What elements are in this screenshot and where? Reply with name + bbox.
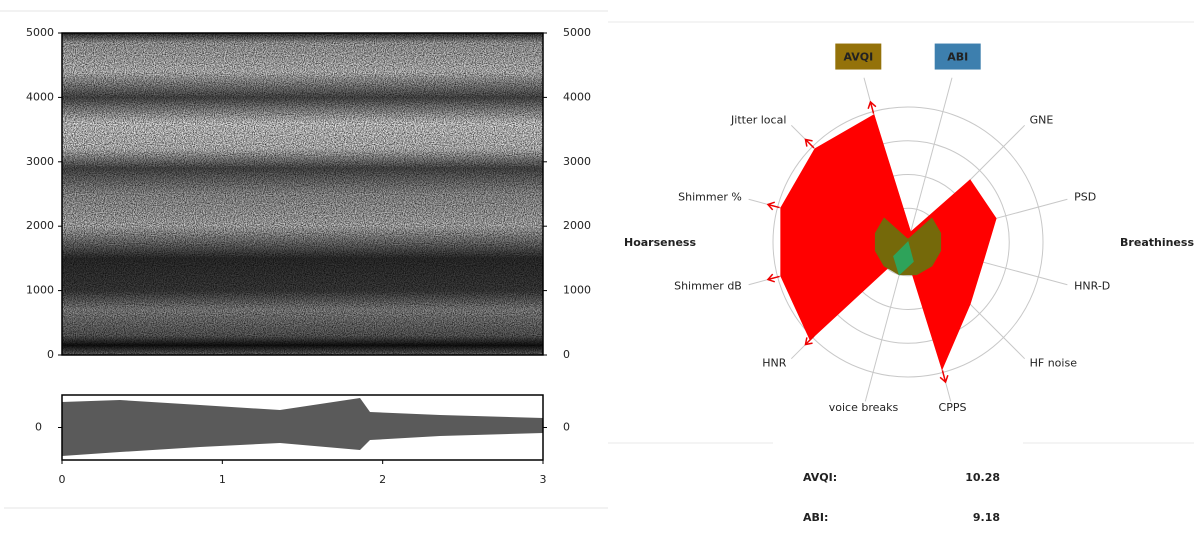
y-tick-label: 0 xyxy=(35,421,42,434)
y-tick-label: 0 xyxy=(47,348,54,361)
spectrogram xyxy=(61,32,544,356)
axis-label: HF noise xyxy=(1030,357,1078,370)
axis-label: voice breaks xyxy=(829,401,899,414)
y-tick-label: 2000 xyxy=(563,219,591,232)
spectrogram-noise xyxy=(62,33,543,355)
axis-label: PSD xyxy=(1074,190,1096,203)
group-title: Breathiness xyxy=(1120,236,1194,249)
grid-ring xyxy=(772,106,1044,378)
y-tick-label: 4000 xyxy=(563,90,591,103)
flag-arrowhead xyxy=(804,138,813,147)
spoke xyxy=(907,77,953,243)
axis-label: Shimmer % xyxy=(678,190,742,203)
y-tick-label: 5000 xyxy=(563,26,591,39)
group-title: Hoarseness xyxy=(624,236,696,249)
y-tick-label: 1000 xyxy=(26,284,54,297)
x-tick-label: 2 xyxy=(379,473,386,486)
x-tick-label: 3 xyxy=(540,473,547,486)
flag-arrowhead xyxy=(939,374,949,384)
radar-chart: ABI GNE PSD HNR-D HF noise CPPS voice breaks HN… xyxy=(624,43,1194,414)
y-tick-label: 4000 xyxy=(26,90,54,103)
axis-label: Shimmer dB xyxy=(674,280,742,293)
y-tick-label: 5000 xyxy=(26,26,54,39)
flag-arrow xyxy=(804,335,815,346)
badge xyxy=(934,43,981,70)
flag-arrowhead xyxy=(804,337,813,346)
axis-label: GNE xyxy=(1030,113,1054,126)
badge xyxy=(835,43,882,70)
y-tick-label: 0 xyxy=(563,421,570,434)
y-tick-label: 0 xyxy=(563,348,570,361)
scores: AVQI: 10.28 ABI: 9.18 xyxy=(803,471,1000,524)
x-tick-label: 1 xyxy=(219,473,226,486)
score-value: 9.18 xyxy=(973,511,1000,524)
y-tick-label: 3000 xyxy=(26,155,54,168)
flag-arrow xyxy=(941,370,947,383)
badge-label: ABI xyxy=(947,51,968,64)
axis-label: CPPS xyxy=(939,401,967,414)
axis-label: HNR-D xyxy=(1074,280,1110,293)
plot-frame xyxy=(61,32,544,356)
waveform xyxy=(61,394,544,461)
flag-arrow xyxy=(767,275,780,281)
flag-arrowhead xyxy=(766,273,776,283)
badge-label: AVQI xyxy=(843,51,873,64)
score-box xyxy=(773,443,1023,548)
y-tick-label: 3000 xyxy=(563,155,591,168)
flag-arrowhead xyxy=(766,201,776,211)
y-tick-label: 1000 xyxy=(563,284,591,297)
score-label: AVQI: xyxy=(803,471,837,484)
y-tick-label: 2000 xyxy=(26,219,54,232)
axis-label: HNR xyxy=(762,357,787,370)
flag-arrow xyxy=(869,101,875,114)
axis-label: Jitter local xyxy=(730,113,786,126)
flag-arrow xyxy=(804,138,815,149)
score-value: 10.28 xyxy=(965,471,1000,484)
score-label: ABI: xyxy=(803,511,828,524)
x-tick-label: 0 xyxy=(59,473,66,486)
waveform-envelope xyxy=(62,398,543,456)
radar-area xyxy=(893,241,914,276)
flag-arrowhead xyxy=(867,100,877,110)
flag-arrow xyxy=(767,203,780,209)
